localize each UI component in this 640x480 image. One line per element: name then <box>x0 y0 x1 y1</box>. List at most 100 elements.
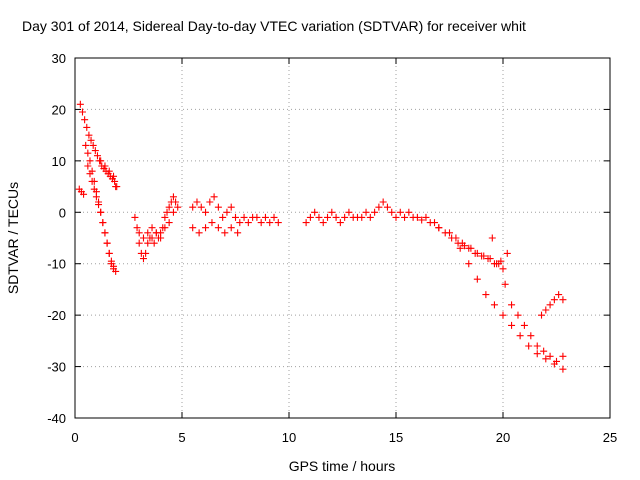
data-point <box>527 332 535 340</box>
data-point <box>422 213 430 221</box>
data-point <box>379 198 387 206</box>
data-point <box>150 239 158 247</box>
data-point <box>99 219 107 227</box>
data-point <box>261 213 269 221</box>
data-point <box>148 234 156 242</box>
data-point <box>76 100 84 108</box>
data-point <box>514 311 522 319</box>
data-point <box>161 224 169 232</box>
data-point <box>520 321 528 329</box>
data-point <box>274 219 282 227</box>
y-axis-label: SDTVAR / TECUs <box>5 182 21 294</box>
data-point <box>266 219 274 227</box>
data-point <box>93 152 101 160</box>
data-point <box>234 229 242 237</box>
data-point <box>95 201 103 209</box>
data-point <box>401 213 409 221</box>
data-point <box>240 213 248 221</box>
data-point <box>227 224 235 232</box>
data-point <box>197 203 205 211</box>
data-point <box>508 321 516 329</box>
data-point <box>559 365 567 373</box>
data-point <box>550 296 558 304</box>
data-point <box>189 203 197 211</box>
data-point <box>112 183 120 191</box>
data-point <box>86 170 94 178</box>
x-tick-label: 5 <box>178 430 185 445</box>
data-point <box>214 224 222 232</box>
data-point <box>366 213 374 221</box>
data-point <box>157 234 165 242</box>
data-point <box>165 219 173 227</box>
data-point <box>473 275 481 283</box>
y-tick-label: -10 <box>47 257 66 272</box>
data-point <box>446 229 453 237</box>
data-point <box>396 208 404 216</box>
data-point <box>253 213 261 221</box>
data-point <box>148 224 156 232</box>
data-point <box>306 213 314 221</box>
data-point <box>328 208 336 216</box>
data-point <box>553 357 560 365</box>
data-point <box>499 311 507 319</box>
data-point <box>501 280 509 288</box>
data-point <box>97 208 105 216</box>
data-point <box>383 203 391 211</box>
data-point <box>131 213 139 221</box>
data-point <box>189 224 197 232</box>
data-point <box>484 255 492 263</box>
data-point <box>85 131 93 139</box>
x-tick-label: 0 <box>71 430 78 445</box>
data-point <box>533 342 541 350</box>
data-point <box>144 229 152 237</box>
data-point <box>358 213 366 221</box>
data-point <box>559 296 567 304</box>
data-point <box>456 244 464 252</box>
data-point <box>533 350 541 358</box>
data-point <box>169 208 177 216</box>
data-point <box>87 136 95 144</box>
data-point <box>202 208 210 216</box>
data-point <box>538 311 546 319</box>
y-tick-label: -40 <box>47 411 66 426</box>
data-point <box>503 249 511 257</box>
data-point <box>214 203 222 211</box>
data-point <box>458 239 466 247</box>
data-point <box>133 224 141 232</box>
data-point <box>202 224 210 232</box>
data-point <box>311 208 319 216</box>
data-point <box>165 203 173 211</box>
data-point <box>172 198 180 206</box>
data-point <box>345 208 353 216</box>
data-point <box>90 185 98 193</box>
y-tick-label: 30 <box>52 51 66 66</box>
data-point <box>488 234 496 242</box>
data-point <box>84 149 92 157</box>
data-point <box>244 219 252 227</box>
data-point <box>418 216 426 224</box>
data-point <box>465 244 473 252</box>
data-point <box>555 291 563 299</box>
data-point <box>88 177 96 185</box>
data-point <box>405 208 413 216</box>
data-point <box>478 252 486 260</box>
data-point <box>135 239 143 247</box>
data-point <box>142 249 150 257</box>
data-point <box>499 265 507 273</box>
data-point <box>195 229 203 237</box>
data-point <box>152 229 160 237</box>
data-point <box>101 229 109 237</box>
axis-ticks: 0 5 10 15 20 25 30 20 10 0 -10 -20 -30 -40 <box>47 51 617 445</box>
data-point <box>540 347 548 355</box>
data-point <box>86 157 94 165</box>
data-point <box>105 167 113 175</box>
data-point <box>78 108 86 116</box>
data-point <box>219 213 227 221</box>
data-point <box>210 193 218 201</box>
data-point <box>227 203 235 211</box>
x-tick-label: 25 <box>603 430 617 445</box>
data-point <box>371 208 379 216</box>
y-tick-label: 20 <box>52 102 66 117</box>
data-point <box>482 291 490 299</box>
data-point <box>110 262 118 270</box>
